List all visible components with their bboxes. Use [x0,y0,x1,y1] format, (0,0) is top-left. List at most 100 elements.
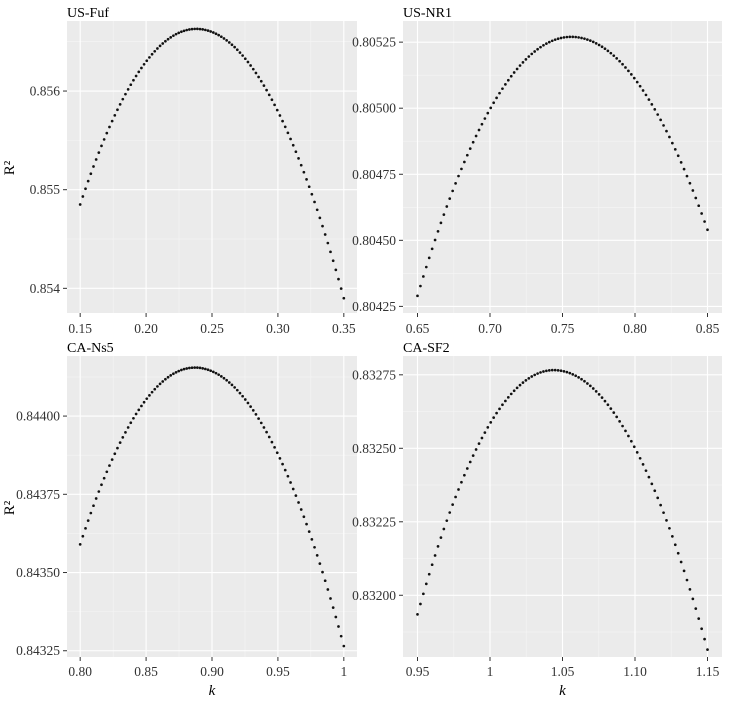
data-point [509,74,513,78]
y-tick-label: 0.856 [30,84,61,99]
data-point [113,113,117,117]
data-point [297,157,300,160]
data-point [539,45,542,49]
data-point [78,543,82,546]
data-point [92,504,95,508]
data-point [329,250,332,254]
panel-title: US-Fuf [67,6,109,21]
data-point [299,163,303,167]
data-point [102,138,106,141]
data-point [445,519,449,523]
data-point [594,41,598,45]
data-point [241,54,244,57]
data-point [185,28,189,32]
data-point [196,27,199,31]
data-point [559,369,563,373]
data-point [419,284,422,288]
data-point [653,108,657,111]
data-point [217,373,221,377]
data-point [81,534,85,538]
data-point [454,495,457,499]
data-point [679,560,683,564]
data-point [416,613,419,616]
data-point [676,551,680,555]
x-axis-label: k [559,683,566,699]
data-point [257,417,260,420]
y-tick-label: 0.84400 [16,409,60,424]
data-point [480,436,484,440]
y-tick-label: 0.83250 [352,441,396,456]
data-point [302,515,306,519]
data-point [545,42,548,45]
data-point [550,39,554,43]
data-point [580,36,583,40]
data-point [201,366,205,370]
data-point [621,424,624,428]
data-point [318,562,322,566]
data-point [457,174,460,178]
data-point [281,462,284,466]
data-point [265,430,268,434]
data-point [116,446,119,450]
data-point [550,368,554,372]
data-point [492,101,496,105]
data-point [254,71,258,75]
data-point [653,489,657,493]
data-point [527,55,531,58]
data-point [89,511,93,515]
data-point [553,368,557,372]
data-point [627,434,630,438]
data-point [518,64,522,67]
data-point [259,421,263,425]
data-point [310,538,314,541]
data-point [662,511,665,515]
data-point [201,28,205,31]
data-point [270,440,274,444]
data-point [609,51,613,55]
data-point [427,256,431,260]
data-point [539,371,542,374]
data-point [583,379,586,383]
data-point [97,151,101,154]
data-point [632,445,636,449]
data-point [100,483,103,487]
data-point [249,405,252,408]
data-point [591,40,595,44]
data-point [251,409,255,412]
data-point [172,372,175,376]
data-point [644,93,648,97]
data-point [547,369,551,372]
x-tick-label: 0.70 [478,321,502,336]
data-point [310,192,314,196]
data-point [169,36,173,39]
data-point [126,426,130,429]
x-tick-label: 0.80 [623,321,647,336]
data-point [97,490,101,493]
y-tick-label: 0.83225 [352,514,396,529]
data-point [588,384,592,388]
data-point [465,467,469,470]
data-point [132,78,135,82]
x-tick-label: 0.90 [200,664,224,679]
data-point [158,44,162,48]
data-point [121,436,125,439]
data-point [700,212,703,215]
data-point [682,569,686,573]
data-point [84,526,87,530]
data-point [94,497,98,500]
data-point [512,389,516,393]
data-point [105,131,109,135]
data-point [307,530,311,534]
data-point [198,366,202,370]
data-point [230,383,234,387]
data-point [217,33,221,37]
data-point [583,37,586,41]
data-point [294,494,298,498]
data-point [565,35,569,39]
data-point [278,114,282,117]
data-point [137,70,141,74]
data-point [238,51,242,54]
data-point [650,103,654,106]
data-point [275,108,279,112]
data-point [169,374,173,377]
